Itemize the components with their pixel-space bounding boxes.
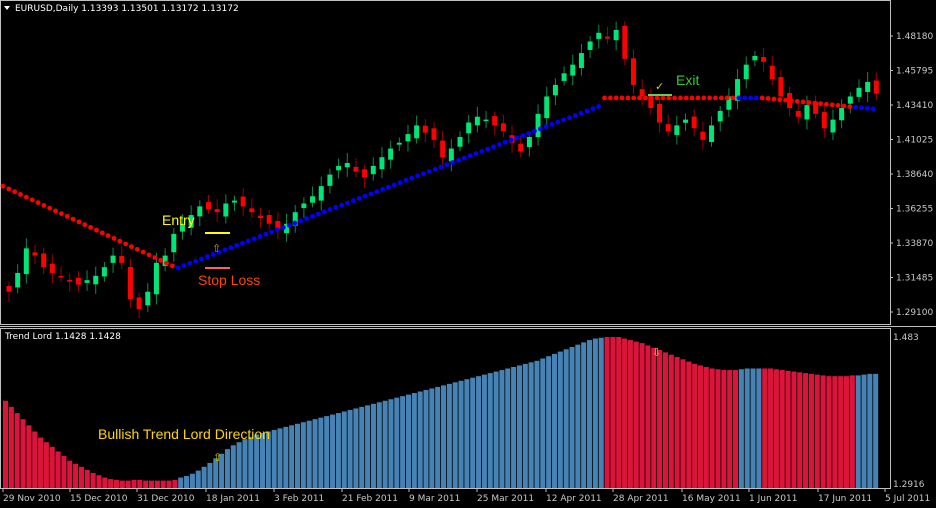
- date-tick: 18 Jan 2011: [206, 494, 260, 504]
- entry-arrow-up-icon: ⇧: [212, 243, 221, 255]
- trend-lord-dots: [0, 95, 876, 271]
- price-tick: 1.31485: [896, 274, 933, 284]
- dropdown-triangle-icon[interactable]: [4, 6, 10, 10]
- price-tick: 1.41025: [896, 136, 933, 146]
- price-tick: 1.36255: [896, 205, 933, 215]
- date-tick: 28 Apr 2011: [613, 494, 669, 504]
- price-tick: 1.33870: [896, 239, 933, 249]
- date-tick: 3 Feb 2011: [274, 494, 324, 504]
- date-tick: 12 Apr 2011: [546, 494, 602, 504]
- date-tick: 21 Feb 2011: [342, 494, 398, 504]
- price-tick: 1.45795: [896, 67, 933, 77]
- bullish-direction-label: Bullish Trend Lord Direction: [98, 426, 270, 442]
- exit-label: Exit: [676, 72, 699, 88]
- indicator-tick: 1.2916: [893, 480, 925, 490]
- time-axis: 29 Nov 2010 15 Dec 2010 31 Dec 2010 18 Jan …: [2, 488, 930, 504]
- price-tick: 1.29100: [896, 308, 933, 318]
- indicator-header: Trend Lord 1.1428 1.1428: [4, 332, 121, 342]
- price-tick: 1.48180: [896, 32, 933, 42]
- stop-loss-label: Stop Loss: [198, 272, 260, 288]
- date-tick: 25 Mar 2011: [477, 494, 534, 504]
- indicator-tick: 1.483: [893, 333, 919, 343]
- date-tick: 31 Dec 2010: [137, 494, 195, 504]
- symbol-header: EURUSD,Daily 1.13393 1.13501 1.13172 1.1…: [15, 4, 239, 14]
- main-chart-frame[interactable]: [0, 0, 891, 325]
- date-tick: 15 Dec 2010: [70, 494, 128, 504]
- indicator-axis: 1.483 1.2916: [893, 333, 925, 490]
- date-tick: 29 Nov 2010: [3, 494, 61, 504]
- price-tick: 1.43410: [896, 101, 933, 111]
- bearish-arrow-down-icon: ⇩: [652, 347, 661, 359]
- date-tick: 5 Jul 2011: [885, 494, 930, 504]
- date-tick: 9 Mar 2011: [409, 494, 460, 504]
- price-axis: 1.48180 1.45795 1.43410 1.41025 1.38640 1.362…: [890, 32, 933, 318]
- trend-lord-histogram: [3, 337, 879, 488]
- date-tick: 16 May 2011: [682, 494, 741, 504]
- entry-label: Entry: [162, 212, 195, 228]
- date-tick: 17 Jun 2011: [818, 494, 872, 504]
- bullish-arrow-up-icon: ⇧: [213, 452, 222, 464]
- price-tick: 1.38640: [896, 170, 933, 180]
- exit-check-icon: ✓: [655, 81, 664, 93]
- candlestick-series: [6, 21, 879, 319]
- date-tick: 1 Jun 2011: [749, 494, 797, 504]
